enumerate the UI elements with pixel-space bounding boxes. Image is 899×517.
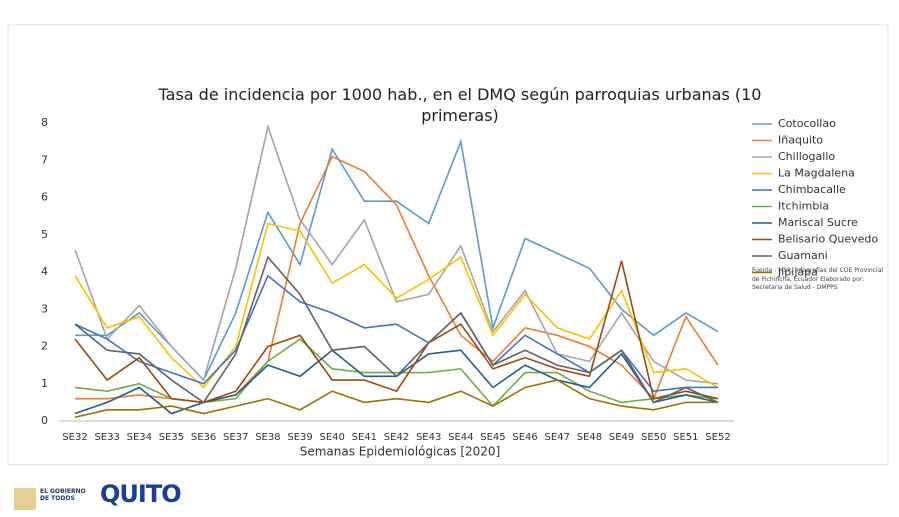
y-tick-label: 3 <box>41 302 48 315</box>
legend-label: Iñaquito <box>778 134 823 147</box>
series-line <box>74 260 719 404</box>
x-tick-label: SE33 <box>94 432 119 443</box>
logo-text: EL GOBIERNO DE TODOS <box>40 488 86 502</box>
legend-label: Mariscal Sucre <box>778 216 858 229</box>
series-line <box>74 222 719 389</box>
x-tick-label: SE32 <box>62 432 87 443</box>
x-tick-label: SE48 <box>577 432 602 443</box>
x-tick-label: SE43 <box>416 432 441 443</box>
y-tick-label: 5 <box>41 228 48 241</box>
x-tick-label: SE49 <box>609 432 634 443</box>
series-line <box>74 255 719 404</box>
logo-icon <box>14 488 36 510</box>
y-tick-label: 2 <box>41 340 48 353</box>
chart-title: Tasa de incidencia por 1000 hab., en el … <box>158 85 762 125</box>
series-line <box>74 379 718 419</box>
y-tick-label: 7 <box>41 153 48 166</box>
x-tick-label: SE40 <box>320 432 345 443</box>
legend-label: Guamani <box>778 249 828 262</box>
x-tick-label: SE37 <box>223 432 248 443</box>
y-tick-label: 0 <box>41 414 48 427</box>
legend-label: Itchimbia <box>778 200 829 213</box>
x-tick-label: SE45 <box>480 432 505 443</box>
y-tick-label: 4 <box>41 265 48 278</box>
x-tick-label: SE38 <box>255 432 280 443</box>
x-axis-label: Semanas Epidemiológicas [2020] <box>300 445 501 459</box>
x-tick-label: SE44 <box>448 432 473 443</box>
series-line <box>74 274 718 393</box>
x-tick-label: SE46 <box>512 432 537 443</box>
x-tick-label: SE47 <box>545 432 570 443</box>
y-tick-label: 8 <box>41 116 48 129</box>
legend-label: La Magdalena <box>778 167 855 180</box>
x-tick-label: SE51 <box>673 432 698 443</box>
legend-label: Chillogallo <box>778 150 835 163</box>
x-tick-label: SE35 <box>159 432 184 443</box>
chart-frame <box>7 24 889 466</box>
y-tick-label: 6 <box>41 191 48 204</box>
y-tick-label: 1 <box>41 377 48 390</box>
logo-text: QUITO <box>100 480 182 508</box>
x-tick-label: SE41 <box>352 432 377 443</box>
series-line <box>74 349 719 415</box>
series-line <box>74 123 719 385</box>
x-tick-label: SE52 <box>705 432 730 443</box>
x-tick-label: SE39 <box>287 432 312 443</box>
x-tick-label: SE50 <box>641 432 666 443</box>
legend-label: Jipijapa <box>777 266 818 279</box>
legend-label: Belisario Quevedo <box>778 233 878 246</box>
source-note: Fuente : MSP, Infografías del COE Provin… <box>752 267 884 291</box>
series-line <box>75 155 719 404</box>
x-tick-label: SE36 <box>191 432 216 443</box>
legend-label: Chimbacalle <box>778 183 846 196</box>
x-tick-label: SE42 <box>384 432 409 443</box>
x-tick-label: SE34 <box>127 432 152 443</box>
legend-label: Cotocollao <box>778 117 836 130</box>
